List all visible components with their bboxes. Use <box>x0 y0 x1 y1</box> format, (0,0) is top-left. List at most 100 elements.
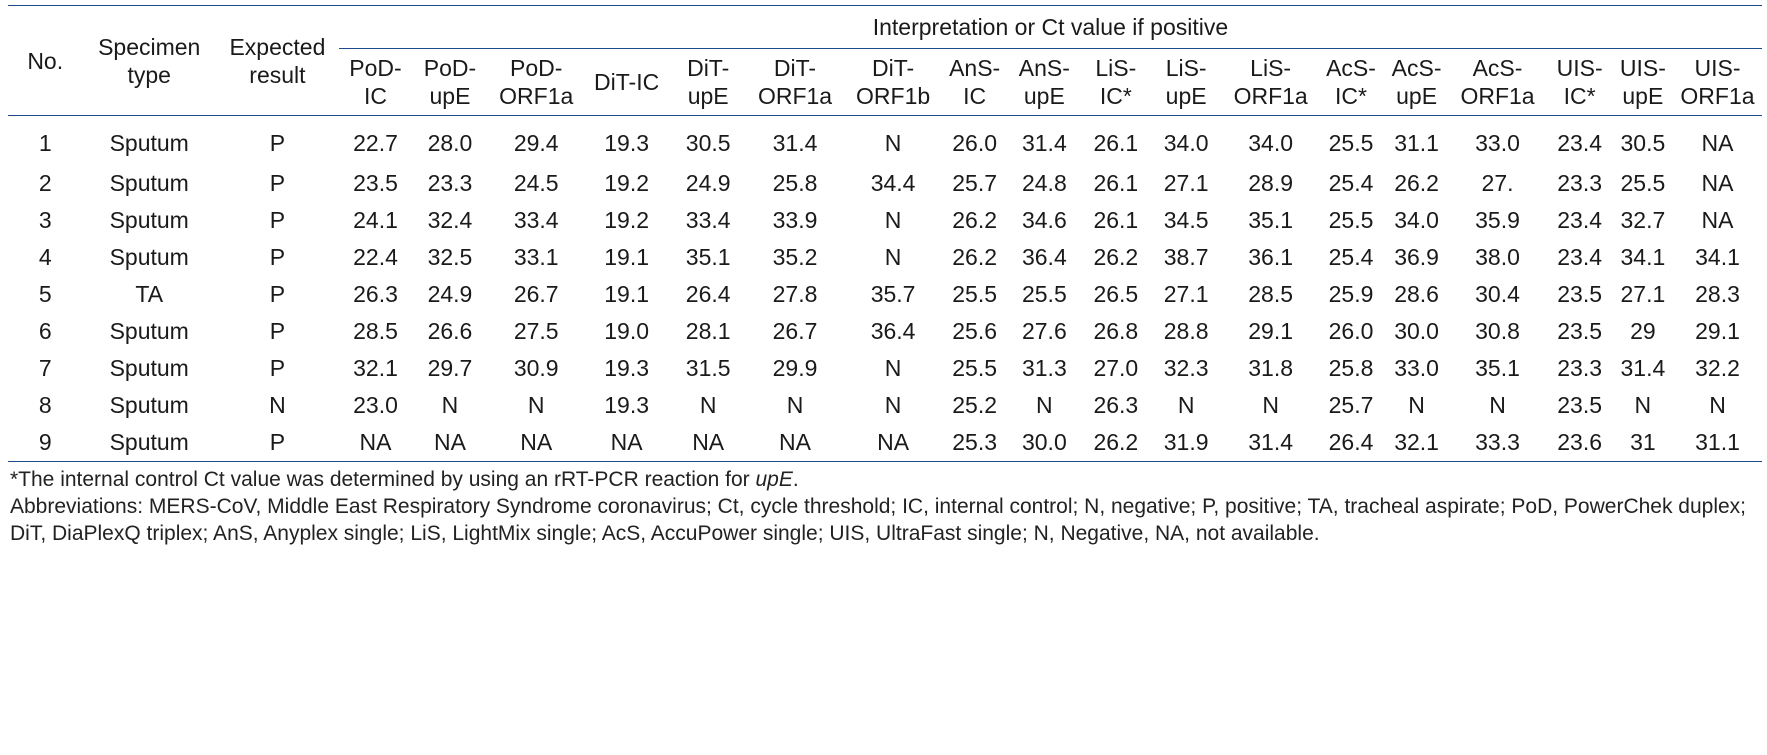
value-cell: N <box>884 355 902 381</box>
header-assay-line2: ORF1a <box>1680 83 1755 109</box>
value-cell: 31.8 <box>1248 355 1294 381</box>
value-cell: 32.1 <box>353 355 398 381</box>
value-cell: 35.9 <box>1475 207 1520 233</box>
value-cell: 31.4 <box>772 130 818 156</box>
header-assay-line1: UIS- <box>1619 55 1666 81</box>
header-assay-line1: AnS- <box>1018 55 1070 81</box>
value-cell: 28.6 <box>1394 281 1439 307</box>
header-specimen-line2: type <box>127 61 171 88</box>
row-number: 1 <box>38 130 52 156</box>
specimen-cell: Sputum <box>109 130 189 156</box>
header-assay-11: LiS- ORF1a <box>1223 48 1318 116</box>
header-specimen-line1: Specimen <box>98 33 201 60</box>
value-cell: 23.4 <box>1557 244 1603 270</box>
value-cell: 27.8 <box>772 281 818 307</box>
value-cell: 36.9 <box>1394 244 1439 270</box>
row-number: 8 <box>38 392 52 418</box>
value-cell: 27.0 <box>1093 355 1139 381</box>
value-cell: 19.0 <box>604 318 649 344</box>
value-cell: 31.5 <box>685 355 731 381</box>
value-cell: 33.0 <box>1394 355 1439 381</box>
header-assay-line2: upE <box>429 83 471 109</box>
value-cell: 23.3 <box>1557 170 1603 196</box>
value-cell: 26.4 <box>1317 424 1385 462</box>
value-cell: 28.5 <box>1248 281 1294 307</box>
header-expected-line2: result <box>249 61 306 88</box>
table-row: 5 TA P 26.3 24.9 26.7 19.1 26.4 27.8 35.7 25.5 25.5… <box>8 276 1762 313</box>
header-expected-line1: Expected <box>229 33 326 60</box>
value-cell: N <box>1709 392 1726 418</box>
footnote-text: *The internal control Ct value was deter… <box>10 468 756 491</box>
value-cell: N <box>527 392 545 418</box>
value-cell: 29.1 <box>1695 318 1740 344</box>
header-assay-line1: LiS- <box>1250 55 1292 81</box>
value-cell: 25.5 <box>1328 130 1374 156</box>
table-row: 8 Sputum N 23.0 N N 19.3 N N N 25.2 N 26.3 N N 25.7 N N 23… <box>8 387 1762 424</box>
value-cell: 30.4 <box>1475 281 1520 307</box>
table-body: 1 Sputum P 22.7 28.0 29.4 19.3 30.5 31.4 N 26.0 31.… <box>8 116 1762 462</box>
value-cell: 27.1 <box>1163 281 1209 307</box>
header-assay-4: DiT-upE <box>668 48 748 116</box>
value-cell: 30.5 <box>1620 130 1666 156</box>
value-cell: 26.2 <box>1083 424 1149 462</box>
value-cell: 22.4 <box>353 244 398 270</box>
header-assay-line2: ORF1a <box>1460 83 1535 109</box>
header-assay-line2: upE <box>1622 83 1664 109</box>
header-assay-16: UIS-upE <box>1612 48 1673 116</box>
value-cell: 24.8 <box>1021 170 1067 196</box>
table-row: 3 Sputum P 24.1 32.4 33.4 19.2 33.4 33.9 N 26.2 34.… <box>8 202 1762 239</box>
value-cell: N <box>884 130 902 156</box>
value-cell: 26.3 <box>353 281 398 307</box>
header-assay-2: PoD- ORF1a <box>487 48 585 116</box>
value-cell: 26.1 <box>1093 170 1139 196</box>
value-cell: 34.1 <box>1620 244 1666 270</box>
value-cell: 26.6 <box>427 318 473 344</box>
header-assay-line2: IC* <box>1099 83 1132 109</box>
value-cell: 29.4 <box>513 130 559 156</box>
results-table: No. Specimen type Expected result Interp… <box>8 5 1762 462</box>
value-cell: 19.2 <box>604 170 649 196</box>
header-assay-line2: IC <box>364 83 387 109</box>
value-cell: 25.8 <box>772 170 818 196</box>
value-cell: 30.5 <box>685 130 731 156</box>
specimen-cell: Sputum <box>109 392 189 418</box>
value-cell: 30.0 <box>1394 318 1439 344</box>
footnote-italic: upE <box>755 468 793 491</box>
value-cell: 32.7 <box>1620 207 1666 233</box>
header-assay-line2: IC <box>963 83 987 109</box>
value-cell: 26.7 <box>513 281 559 307</box>
header-assay-line2: ORF1a <box>499 83 574 109</box>
value-cell: NA <box>668 424 748 462</box>
table-row: 7 Sputum P 32.1 29.7 30.9 19.3 31.5 29.9 N 25.5 31.… <box>8 350 1762 387</box>
abbreviations: Abbreviations: MERS-CoV, Middle East Res… <box>10 495 1747 545</box>
expected-cell: N <box>269 392 286 418</box>
table-row: 6 Sputum P 28.5 26.6 27.5 19.0 28.1 26.7 36.4 25.6… <box>8 313 1762 350</box>
expected-cell: P <box>269 355 286 381</box>
value-cell: 35.1 <box>1248 207 1294 233</box>
value-cell: 35.7 <box>870 281 916 307</box>
header-assay-line2: ORF1a <box>1233 83 1308 109</box>
value-cell: 32.4 <box>427 207 473 233</box>
value-cell: 27.5 <box>513 318 559 344</box>
header-assay-10: LiS-upE <box>1148 48 1224 116</box>
header-assay-9: LiS- IC* <box>1083 48 1149 116</box>
value-cell: 24.1 <box>353 207 398 233</box>
value-cell: 23.3 <box>1557 355 1603 381</box>
value-cell: N <box>1036 392 1053 418</box>
value-cell: N <box>1634 392 1652 418</box>
table-header: No. Specimen type Expected result Interp… <box>8 5 1762 116</box>
value-cell: 25.5 <box>952 355 998 381</box>
expected-cell: P <box>269 244 286 270</box>
header-assay-line1: DiT- <box>773 55 817 81</box>
value-cell: N <box>1177 392 1195 418</box>
value-cell: 36.4 <box>870 318 916 344</box>
value-cell: NA <box>412 424 488 462</box>
value-cell: 25.4 <box>1328 244 1374 270</box>
value-cell: NA <box>1701 207 1734 233</box>
value-cell: 25.7 <box>1328 392 1374 418</box>
value-cell: 25.2 <box>952 392 998 418</box>
value-cell: 25.6 <box>952 318 998 344</box>
row-number: 7 <box>38 355 52 381</box>
value-cell: 29.7 <box>427 355 473 381</box>
value-cell: 26.4 <box>685 281 731 307</box>
